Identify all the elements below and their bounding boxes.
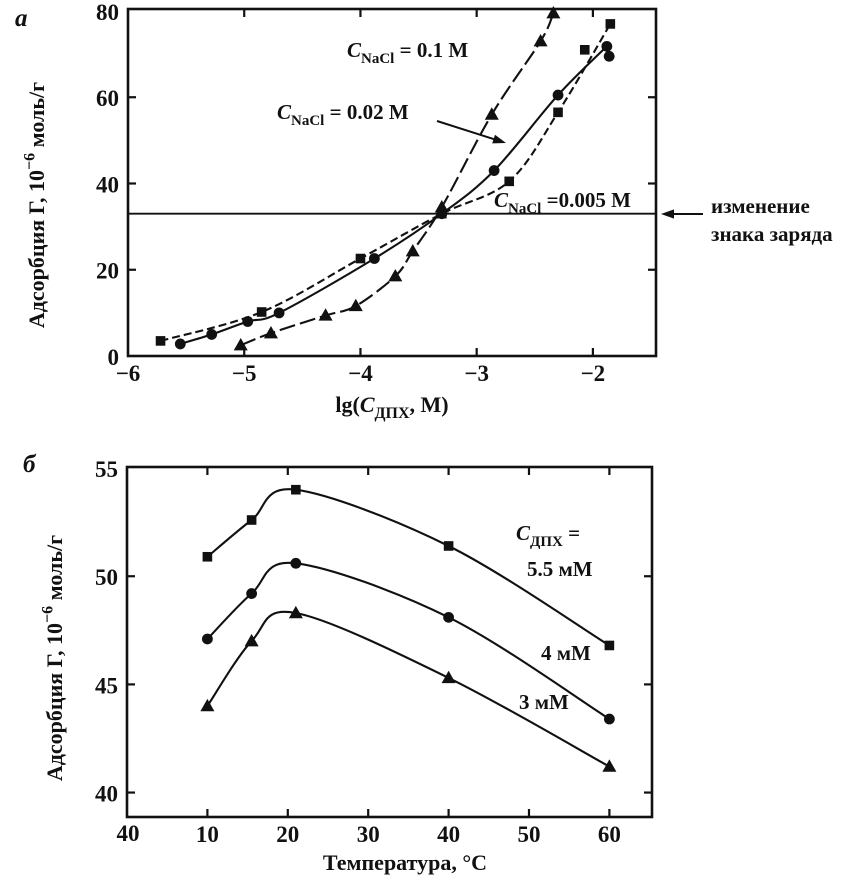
y-tick-label: 40 [95,781,118,806]
label-4mm: 4 мМ [541,641,591,665]
series-line [206,610,610,768]
y-tick-label: 0 [108,345,120,370]
marker-circle [201,633,213,645]
note-charge-line1: изменение [711,194,810,218]
axes: 10 20 30 40 50 60 40 45 50 55 40 Температура, °С Адс… [39,457,654,875]
plot-frame [125,465,654,819]
marker-circle [603,50,615,62]
panel-b-label: б [23,451,36,478]
marker-triangle [348,298,363,312]
arrow-to-002-curve-head [492,134,506,144]
marker-circle [246,588,258,599]
x-axis-label: Температура, °С [323,850,487,875]
marker-triangle [263,325,278,339]
x-tick-label: 60 [598,822,621,847]
marker-triangle [233,338,248,351]
marker-square [246,515,257,525]
marker-square [355,253,366,264]
marker-circle [603,713,615,725]
series-square [202,484,615,651]
marker-triangle [405,244,420,257]
series-line [160,23,612,342]
marker-triangle [288,605,303,619]
x-tick-label: −4 [348,361,373,386]
x-tick-label: 20 [276,822,299,847]
y-tick-label: 45 [95,673,118,698]
series-triangle [233,5,561,351]
marker-square [256,307,267,317]
marker-circle [273,307,285,319]
marker-triangle [546,5,561,19]
marker-circle [368,253,380,264]
marker-square [443,541,454,551]
marker-square [605,19,616,29]
arrow-zero-charge-head [661,209,674,219]
marker-triangle [318,308,333,321]
marker-circle [174,338,186,350]
marker-circle [601,40,613,52]
label-cnacl-0005: CNaCl =0.005 М [494,188,631,217]
x-tick-label: 10 [196,822,219,847]
label-cdpx: CДПХ = [516,521,580,550]
label-3mm: 3 мМ [519,690,569,714]
marker-square [553,107,563,118]
y-tick-label: 50 [95,565,118,590]
marker-square [437,208,447,219]
x-tick-label: 30 [357,822,380,847]
marker-circle [552,89,564,101]
series-circle [201,557,615,725]
marker-square [579,44,590,55]
series-line [240,12,555,347]
label-cnacl-002: CNaCl = 0.02 М [277,100,409,129]
arrow-to-002-curve-shaft [436,120,501,143]
x-tick-label: −6 [116,361,141,386]
x-tick-label: 50 [517,822,540,847]
marker-circle [206,329,218,340]
corner-tick-label: 40 [117,821,140,846]
label-55mm: 5.5 мМ [527,557,593,581]
marker-square [604,640,615,651]
marker-circle [488,165,500,176]
x-tick-label: −5 [232,361,257,386]
y-axis-label: Адсорбция Γ, 10−6 моль/г [39,535,67,781]
note-charge-line2: знака заряда [711,222,833,246]
chart-b-adsorption-vs-temperature: 10 20 30 40 50 60 40 45 50 55 40 Температура, °С Адс… [39,457,654,875]
marker-triangle [441,670,456,684]
y-tick-label: 60 [96,86,119,111]
series-square [155,19,616,346]
y-tick-label: 80 [96,0,119,24]
marker-square [504,176,515,187]
marker-circle [443,611,454,623]
axes: −6 −5 −4 −3 −2 0 20 40 60 80 lg(CДПХ, М) Адсорбция … [21,0,658,422]
marker-triangle [244,633,259,647]
marker-triangle [388,269,403,282]
y-axis-label: Адсорбция Γ, 10−6 моль/г [21,82,49,328]
marker-square [291,484,301,495]
y-tick-label: 20 [96,258,119,283]
chart-a-adsorption-vs-lg-concentration: −6 −5 −4 −3 −2 0 20 40 60 80 lg(CДПХ, М) Адсорбция … [21,0,833,422]
marker-triangle [533,33,548,47]
marker-square [155,336,166,346]
marker-triangle [602,759,617,772]
marker-square [202,551,213,562]
y-tick-label: 40 [96,172,119,197]
x-tick-label: −3 [464,361,489,386]
marker-triangle [484,107,499,120]
y-tick-label: 55 [95,457,118,482]
x-axis-label: lg(CДПХ, М) [335,392,448,422]
label-cnacl-01: CNaCl = 0.1 М [347,38,468,67]
panel-a-label: a [15,5,28,32]
marker-circle [290,557,302,569]
marker-triangle [200,698,215,712]
x-tick-label: −2 [581,361,606,386]
x-tick-label: 40 [437,822,460,847]
series-triangle [200,605,617,772]
